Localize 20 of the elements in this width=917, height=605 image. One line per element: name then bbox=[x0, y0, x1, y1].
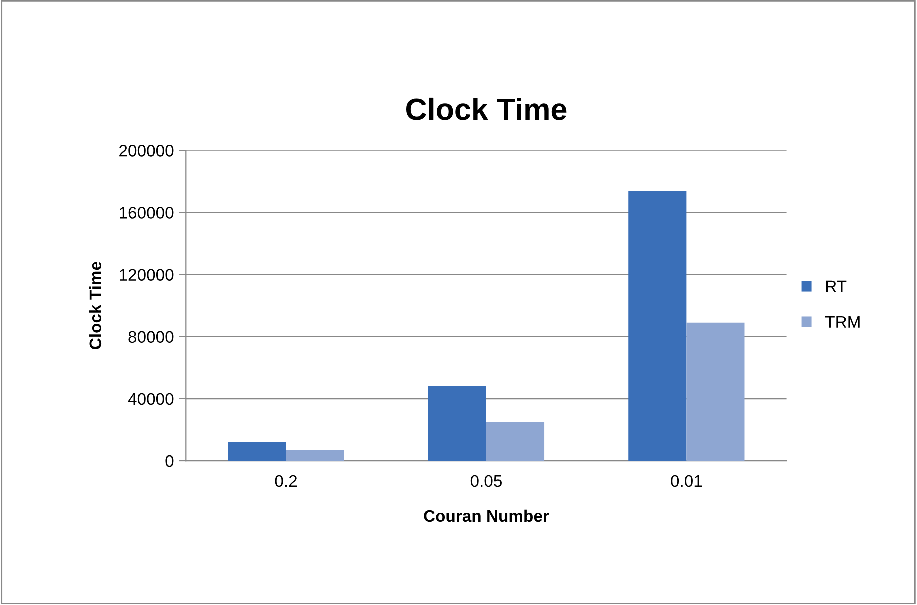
y-tick-label: 160000 bbox=[120, 207, 174, 219]
y-tick-label: 120000 bbox=[120, 269, 174, 281]
chart-title: Clock Time bbox=[406, 98, 567, 120]
legend-label: TRM bbox=[825, 316, 860, 328]
y-tick-label: 200000 bbox=[120, 145, 174, 157]
x-axis-title: Couran Number bbox=[424, 510, 550, 522]
x-tick-label: 0.05 bbox=[470, 475, 502, 488]
bar bbox=[228, 442, 286, 462]
bar bbox=[286, 450, 344, 462]
x-tick-label: 0.01 bbox=[671, 475, 702, 488]
bar bbox=[628, 190, 687, 462]
y-axis-title: Clock Time bbox=[89, 262, 102, 350]
legend-label: RT bbox=[826, 280, 847, 292]
x-tick-label: 0.2 bbox=[275, 475, 298, 488]
y-tick-label: 40000 bbox=[128, 393, 174, 406]
y-tick-label: 80000 bbox=[128, 331, 174, 344]
y-tick-label: 0 bbox=[166, 455, 174, 468]
bar bbox=[486, 422, 545, 462]
bar bbox=[428, 386, 486, 462]
bar bbox=[686, 322, 745, 462]
